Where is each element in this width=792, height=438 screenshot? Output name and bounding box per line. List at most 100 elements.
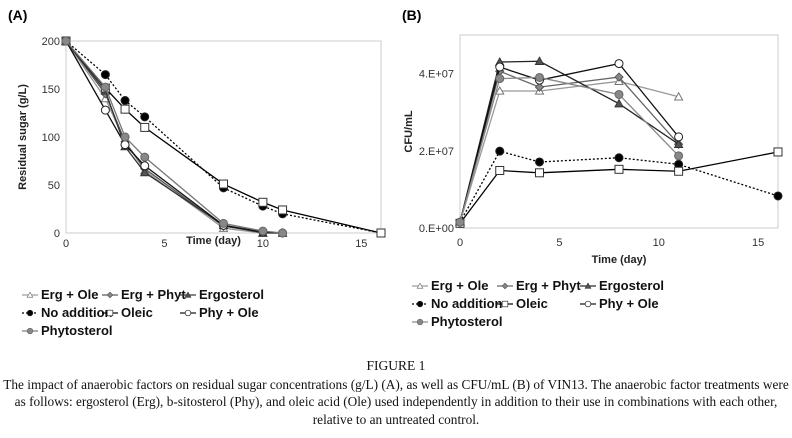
series-phy-ole bbox=[61, 36, 288, 238]
legend-label: Ergosterol bbox=[599, 278, 664, 293]
data-point bbox=[100, 82, 110, 92]
x-tick-label: 5 bbox=[161, 238, 167, 250]
legend-label: Erg + Phyt bbox=[121, 287, 186, 302]
series-oleic bbox=[61, 36, 386, 238]
legend-label: Phy + Ole bbox=[599, 296, 659, 311]
legend-label: Erg + Ole bbox=[431, 278, 488, 293]
data-point bbox=[258, 226, 268, 236]
data-point bbox=[614, 72, 624, 82]
data-point bbox=[674, 132, 684, 142]
panel-label: (B) bbox=[402, 7, 421, 23]
data-point bbox=[120, 132, 130, 142]
data-point bbox=[61, 36, 71, 46]
data-point bbox=[100, 105, 110, 115]
legend-marker bbox=[501, 300, 509, 308]
data-point bbox=[673, 91, 684, 101]
data-point bbox=[258, 197, 268, 207]
legend-marker bbox=[26, 327, 34, 335]
legend-label: Oleic bbox=[516, 296, 548, 311]
series-phytosterol bbox=[455, 72, 684, 227]
legend-marker bbox=[26, 309, 34, 317]
legend-item: Oleic bbox=[497, 296, 548, 311]
legend-label: Erg + Phyt bbox=[516, 278, 581, 293]
y-tick-label: 0 bbox=[54, 228, 60, 240]
data-point bbox=[674, 166, 684, 176]
data-point bbox=[376, 228, 386, 238]
x-tick-label: 10 bbox=[257, 238, 269, 250]
data-point bbox=[495, 165, 505, 175]
legend-label: No addition bbox=[431, 296, 503, 311]
series-line bbox=[65, 40, 283, 234]
plot-area bbox=[459, 34, 779, 229]
data-point bbox=[278, 228, 288, 238]
legend-item: Phytosterol bbox=[22, 323, 113, 338]
series-erg-phyt bbox=[61, 36, 288, 238]
y-axis-label: CFU/mL bbox=[403, 110, 415, 152]
legend-item: No addition bbox=[22, 305, 113, 320]
legend-item: Ergosterol bbox=[180, 287, 264, 302]
legend-item: Erg + Phyt bbox=[102, 287, 186, 302]
data-point bbox=[219, 218, 228, 228]
caption-title: FIGURE 1 bbox=[366, 358, 426, 373]
legend-marker bbox=[184, 309, 192, 317]
legend-marker bbox=[584, 300, 592, 308]
data-point bbox=[614, 89, 624, 99]
data-point bbox=[120, 96, 130, 106]
data-point bbox=[535, 72, 544, 82]
series-line bbox=[459, 151, 779, 224]
series-line bbox=[65, 40, 283, 234]
data-point bbox=[455, 217, 465, 227]
figure-caption: FIGURE 1 The impact of anaerobic factors… bbox=[0, 357, 792, 428]
data-point bbox=[534, 56, 545, 65]
data-point bbox=[674, 151, 684, 161]
data-point bbox=[614, 153, 624, 163]
legend-label: No addition bbox=[41, 305, 113, 320]
x-tick-label: 5 bbox=[556, 237, 562, 249]
x-axis-label: Time (day) bbox=[592, 254, 647, 266]
plot-area bbox=[65, 40, 382, 234]
x-tick-label: 15 bbox=[355, 238, 367, 250]
legend-item: Oleic bbox=[102, 305, 153, 320]
data-point bbox=[673, 139, 684, 148]
series-line bbox=[65, 40, 382, 234]
data-point bbox=[495, 146, 505, 156]
data-point bbox=[495, 62, 505, 72]
data-point bbox=[120, 140, 130, 150]
data-point bbox=[139, 167, 150, 177]
series-line bbox=[65, 40, 283, 234]
x-axis-label: Time (day) bbox=[186, 235, 241, 247]
legend-item: Ergosterol bbox=[580, 278, 664, 293]
legend-label: Oleic bbox=[121, 305, 153, 320]
data-point bbox=[219, 179, 228, 189]
data-point bbox=[140, 152, 150, 162]
data-point bbox=[535, 168, 544, 178]
series-line bbox=[65, 40, 283, 234]
legend-label: Erg + Ole bbox=[41, 287, 98, 302]
series-ergosterol bbox=[455, 56, 684, 226]
legend-marker bbox=[416, 318, 424, 326]
legend-label: Phy + Ole bbox=[199, 305, 259, 320]
y-tick-label: 200 bbox=[42, 36, 60, 48]
series-no-addition bbox=[455, 146, 783, 227]
legend-marker bbox=[106, 291, 114, 299]
legend-label: Phytosterol bbox=[431, 314, 503, 329]
legend-item: Erg + Ole bbox=[412, 278, 488, 293]
series-line bbox=[65, 40, 382, 234]
y-axis-label: Residual sugar (g/L) bbox=[17, 84, 29, 190]
legend-marker bbox=[501, 282, 509, 290]
data-point bbox=[495, 74, 505, 84]
legend-label: Ergosterol bbox=[199, 287, 264, 302]
legend-item: Phy + Ole bbox=[180, 305, 259, 320]
legend-item: No addition bbox=[412, 296, 503, 311]
legend-item: Phytosterol bbox=[412, 314, 503, 329]
data-point bbox=[773, 191, 783, 201]
series-line bbox=[459, 60, 679, 223]
series-no-addition bbox=[61, 36, 386, 238]
data-point bbox=[614, 164, 624, 174]
series-erg-phyt bbox=[455, 66, 684, 227]
data-point bbox=[140, 161, 150, 171]
data-point bbox=[140, 112, 150, 122]
series-phy-ole bbox=[455, 59, 684, 227]
data-point bbox=[494, 85, 505, 95]
